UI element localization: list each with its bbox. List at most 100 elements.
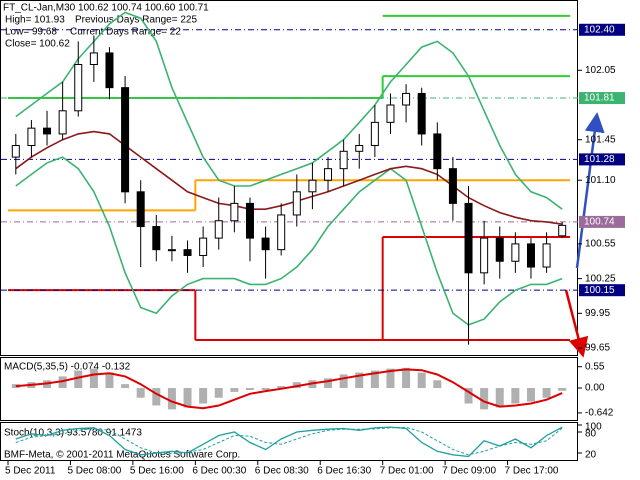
copyright: BMF-Meta, © 2001-2011 MetaQuotes Softwar… <box>4 450 240 461</box>
candle-body <box>433 133 442 170</box>
macd-bar <box>339 374 348 389</box>
candle-body <box>417 92 426 135</box>
candle-body <box>230 202 239 222</box>
x-tick-label: 5 Dec 16:00 <box>130 466 184 477</box>
macd-bar <box>464 388 473 404</box>
candle-body <box>511 243 520 262</box>
candle-body <box>105 52 114 89</box>
candle-body <box>261 237 270 251</box>
x-tick-label: 5 Dec 2011 <box>5 466 56 477</box>
candle-body <box>167 249 176 252</box>
candle-body <box>355 145 364 152</box>
candle-body <box>245 202 254 239</box>
candle-body <box>74 63 83 112</box>
macd-bar <box>230 388 239 392</box>
candle-body <box>121 87 130 193</box>
candle-body <box>558 224 567 237</box>
macd-bar <box>370 370 379 389</box>
y-tick-label: 100.25 <box>585 273 616 284</box>
macd-label: MACD(5,35,5) -0.074 -0.132 <box>4 362 131 373</box>
level-label: 102.40 <box>584 24 615 35</box>
info-prev-range: Previous Days Range= 225 <box>75 15 197 26</box>
y-tick-label: 20 <box>585 450 597 461</box>
y-tick-label: 100.55 <box>585 239 616 250</box>
y-tick-label: 101.10 <box>585 175 616 186</box>
macd-bar <box>183 388 192 408</box>
candle-body <box>464 202 473 274</box>
y-tick-label: 80 <box>585 429 597 440</box>
x-tick-label: 7 Dec 09:00 <box>442 466 496 477</box>
x-tick-label: 7 Dec 01:00 <box>380 466 434 477</box>
candle-body <box>480 237 489 274</box>
macd-bar <box>402 367 411 389</box>
stoch-label: Stoch(10,3,3) 93.5780 91.1473 <box>4 428 142 439</box>
y-tick-label: 0.55 <box>585 361 605 372</box>
candle-body <box>370 121 379 147</box>
macd-bar <box>121 384 130 389</box>
info-low: Low= 99.68 <box>5 27 57 38</box>
level-box <box>579 92 625 105</box>
candle-body <box>43 127 52 135</box>
macd-pane <box>0 357 578 421</box>
candle-body <box>324 168 333 181</box>
y-tick-label: 0.00 <box>585 383 605 394</box>
macd-bar <box>199 388 208 404</box>
macd-bar <box>558 388 567 391</box>
candle-body <box>339 150 348 170</box>
macd-bar <box>167 388 176 410</box>
candle-body <box>526 243 535 268</box>
level-box <box>579 215 625 228</box>
x-tick-label: 6 Dec 00:30 <box>192 466 246 477</box>
x-tick-label: 6 Dec 08:30 <box>255 466 309 477</box>
macd-bar <box>245 388 254 390</box>
info-cur-range: Current Days Range= 22 <box>70 27 181 38</box>
candle-body <box>308 179 317 193</box>
level-label: 101.28 <box>584 154 615 165</box>
candle-body <box>495 237 504 262</box>
candle-body <box>542 243 551 268</box>
x-tick-label: 6 Dec 16:30 <box>317 466 371 477</box>
macd-bar <box>355 372 364 389</box>
indicator-line <box>15 11 563 210</box>
macd-bar <box>526 388 535 402</box>
macd-bar <box>433 380 442 389</box>
candle-body <box>386 104 395 123</box>
indicator-line <box>15 156 563 326</box>
stoch-pane <box>0 422 578 461</box>
candle-body <box>402 92 411 106</box>
y-tick-label: 101.45 <box>585 134 616 145</box>
y-tick-label: 100 <box>585 422 602 433</box>
candle-body <box>277 214 286 251</box>
candle-body <box>11 145 20 158</box>
macd-bar <box>386 368 395 389</box>
level-box <box>579 23 625 36</box>
level-label: 101.81 <box>584 93 615 104</box>
candle-body <box>292 191 301 216</box>
candle-body <box>58 110 67 135</box>
info-symbol: FT_CL-Jan,M30 100.62 100.74 100.60 100.7… <box>3 3 209 14</box>
y-tick-label: 102.05 <box>585 65 616 76</box>
main-pane <box>0 0 578 356</box>
y-tick-label: 99.65 <box>585 343 610 354</box>
macd-bar <box>136 388 145 398</box>
info-high: High= 101.93 <box>5 15 65 26</box>
info-close: Close= 100.62 <box>5 39 70 50</box>
level-label: 100.74 <box>584 217 615 228</box>
candle-body <box>199 237 208 256</box>
macd-bar <box>105 372 114 389</box>
macd-bar <box>261 388 270 390</box>
x-tick-label: 7 Dec 17:00 <box>505 466 559 477</box>
indicator-line <box>15 130 563 225</box>
candle-body <box>214 220 223 239</box>
candle-body <box>448 168 457 204</box>
macd-bar <box>324 378 333 389</box>
candle-body <box>152 226 161 251</box>
macd-bar <box>417 372 426 389</box>
y-tick-label: 99.95 <box>585 308 610 319</box>
macd-bar <box>542 388 551 398</box>
macd-bar <box>495 388 504 408</box>
y-tick-label: -0.642 <box>585 408 614 419</box>
macd-bar <box>58 376 67 389</box>
level-box <box>579 284 625 297</box>
